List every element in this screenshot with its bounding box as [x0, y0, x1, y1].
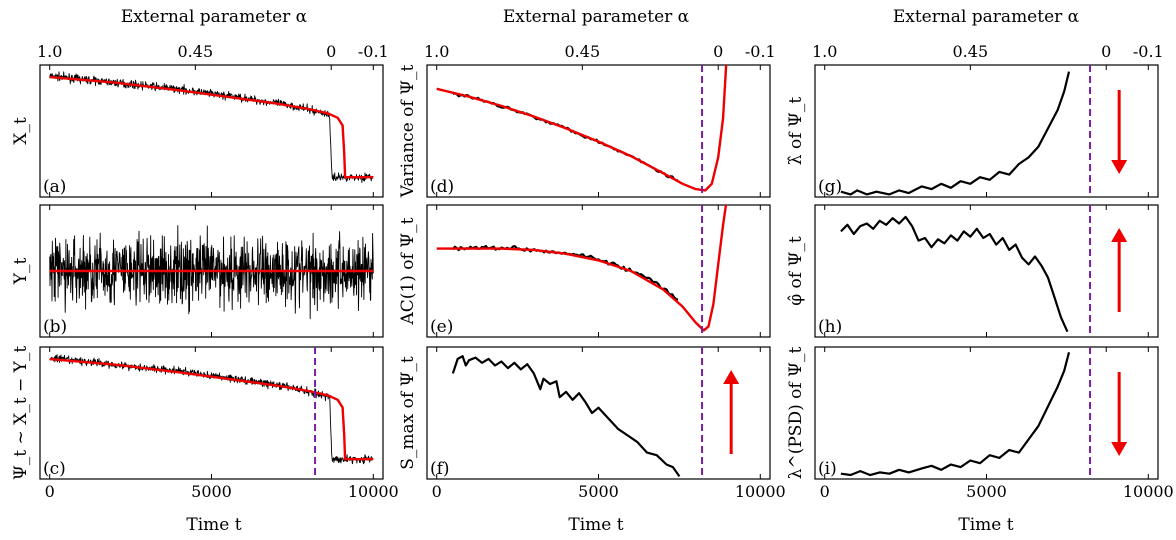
trend-arrow-head — [1111, 228, 1128, 242]
top-tick-label: 1.0 — [812, 42, 837, 61]
top-axis-label-col3: External parameter α — [893, 7, 1080, 27]
bottom-tick-label: 10000 — [348, 482, 399, 501]
data-curve — [840, 215, 1069, 333]
trend-arrow-head — [723, 370, 740, 384]
panel-plot-area — [436, 205, 728, 332]
panel-plot-area — [49, 354, 374, 465]
top-tick-label: 0 — [326, 42, 336, 61]
top-tick-label: -0.1 — [358, 42, 389, 61]
panel-plot-area — [49, 225, 374, 320]
panel-label: (a) — [43, 177, 66, 197]
data-curve — [451, 355, 681, 478]
top-axis-label-col2: External parameter α — [503, 7, 690, 27]
y-axis-label: Y_t — [11, 258, 31, 286]
panel-label: (i) — [818, 459, 837, 479]
panel-b: Y_t (b) — [11, 204, 384, 338]
panel-frame — [39, 64, 384, 198]
y-axis-label: φ̂ of Ψ_t — [786, 236, 806, 306]
top-axis-label-col1: External parameter α — [121, 7, 308, 27]
panel-plot-area — [840, 352, 1071, 477]
panel-e: AC(1) of Ψ_t (e) — [398, 204, 771, 338]
trend-arrow-head — [1111, 160, 1128, 174]
panel-i: 0 5000 10000 λ^(PSD) of Ψ_t (i) — [786, 346, 1174, 501]
panel-plot-area — [840, 215, 1069, 333]
top-tick-label: 0.45 — [565, 42, 601, 61]
trend-arrow-up — [1111, 228, 1128, 312]
bottom-tick-label: 5000 — [578, 482, 619, 501]
y-axis-label: Ψ_t ~ X_t − Y_t — [11, 346, 31, 481]
y-axis-label: S_max of Ψ_t — [398, 356, 418, 470]
model-curve — [49, 75, 374, 179]
panel-plot-area — [49, 71, 374, 183]
trend-arrow-down — [1111, 90, 1128, 174]
y-axis-label: X_t — [11, 117, 31, 145]
panel-frame — [426, 64, 771, 198]
panel-c: 0 5000 10000 Ψ_t ~ X_t − Y_t (c) — [11, 346, 399, 501]
panel-plot-area — [840, 71, 1071, 196]
bottom-tick-label: 0 — [45, 482, 55, 501]
panel-label: (e) — [430, 317, 453, 337]
data-curve — [49, 354, 374, 465]
data-curve — [840, 71, 1071, 196]
panel-label: (d) — [430, 177, 454, 197]
y-axis-label: λ^(PSD) of Ψ_t — [786, 347, 806, 480]
bottom-tick-label: 0 — [432, 482, 442, 501]
top-tick-label: 1.0 — [424, 42, 449, 61]
panel-label: (b) — [43, 317, 67, 337]
panel-plot-area — [451, 355, 681, 478]
top-tick-label: 1.0 — [37, 42, 62, 61]
y-axis-label: AC(1) of Ψ_t — [398, 217, 418, 325]
trend-arrow-up — [723, 370, 740, 454]
top-tick-label: 0.45 — [178, 42, 214, 61]
model-curve — [436, 65, 728, 192]
trend-arrow-head — [1111, 442, 1128, 456]
bottom-tick-label: 5000 — [191, 482, 232, 501]
top-tick-label: 0 — [713, 42, 723, 61]
data-curve — [49, 225, 374, 320]
data-curve — [49, 71, 374, 183]
panel-plot-area — [436, 65, 728, 192]
bottom-tick-label: 10000 — [735, 482, 786, 501]
panel-d: 1.0 0.45 0 -0.1 Variance of Ψ_t (d) — [398, 42, 776, 198]
panel-label: (h) — [818, 317, 842, 337]
panel-frame — [814, 64, 1159, 198]
panel-frame — [426, 346, 771, 480]
bottom-tick-label: 0 — [820, 482, 830, 501]
top-tick-label: 0 — [1101, 42, 1111, 61]
panel-h: φ̂ of Ψ_t (h) — [786, 204, 1159, 338]
bottom-axis-label-col2: Time t — [568, 515, 623, 535]
panel-label: (f) — [430, 459, 450, 479]
top-tick-label: 0.45 — [953, 42, 989, 61]
y-axis-label: Variance of Ψ_t — [398, 65, 418, 199]
y-axis-label: λ̂ of Ψ_t — [786, 97, 806, 166]
top-tick-label: -0.1 — [745, 42, 776, 61]
panel-label: (c) — [43, 459, 66, 479]
model-curve — [436, 205, 728, 332]
panel-f: 0 5000 10000 S_max of Ψ_t (f) — [398, 346, 786, 501]
panel-frame — [39, 346, 384, 480]
panel-a: 1.0 0.45 0 -0.1 X_t (a) — [11, 42, 389, 198]
bottom-tick-label: 5000 — [966, 482, 1007, 501]
bottom-axis-label-col3: Time t — [958, 515, 1013, 535]
top-tick-label: -0.1 — [1133, 42, 1164, 61]
panel-label: (g) — [818, 177, 842, 197]
model-curve — [49, 357, 374, 461]
trend-arrow-down — [1111, 372, 1128, 456]
data-curve — [452, 92, 679, 182]
bottom-axis-label-col1: Time t — [186, 515, 241, 535]
panels: 1.0 0.45 0 -0.1 X_t (a) Y_t (b) 0 5000 10000 Ψ_t ~ … — [11, 42, 1174, 501]
data-curve — [840, 352, 1071, 477]
bottom-tick-label: 10000 — [1123, 482, 1174, 501]
panel-g: 1.0 0.45 0 -0.1 λ̂ of Ψ_t (g) — [786, 42, 1164, 198]
